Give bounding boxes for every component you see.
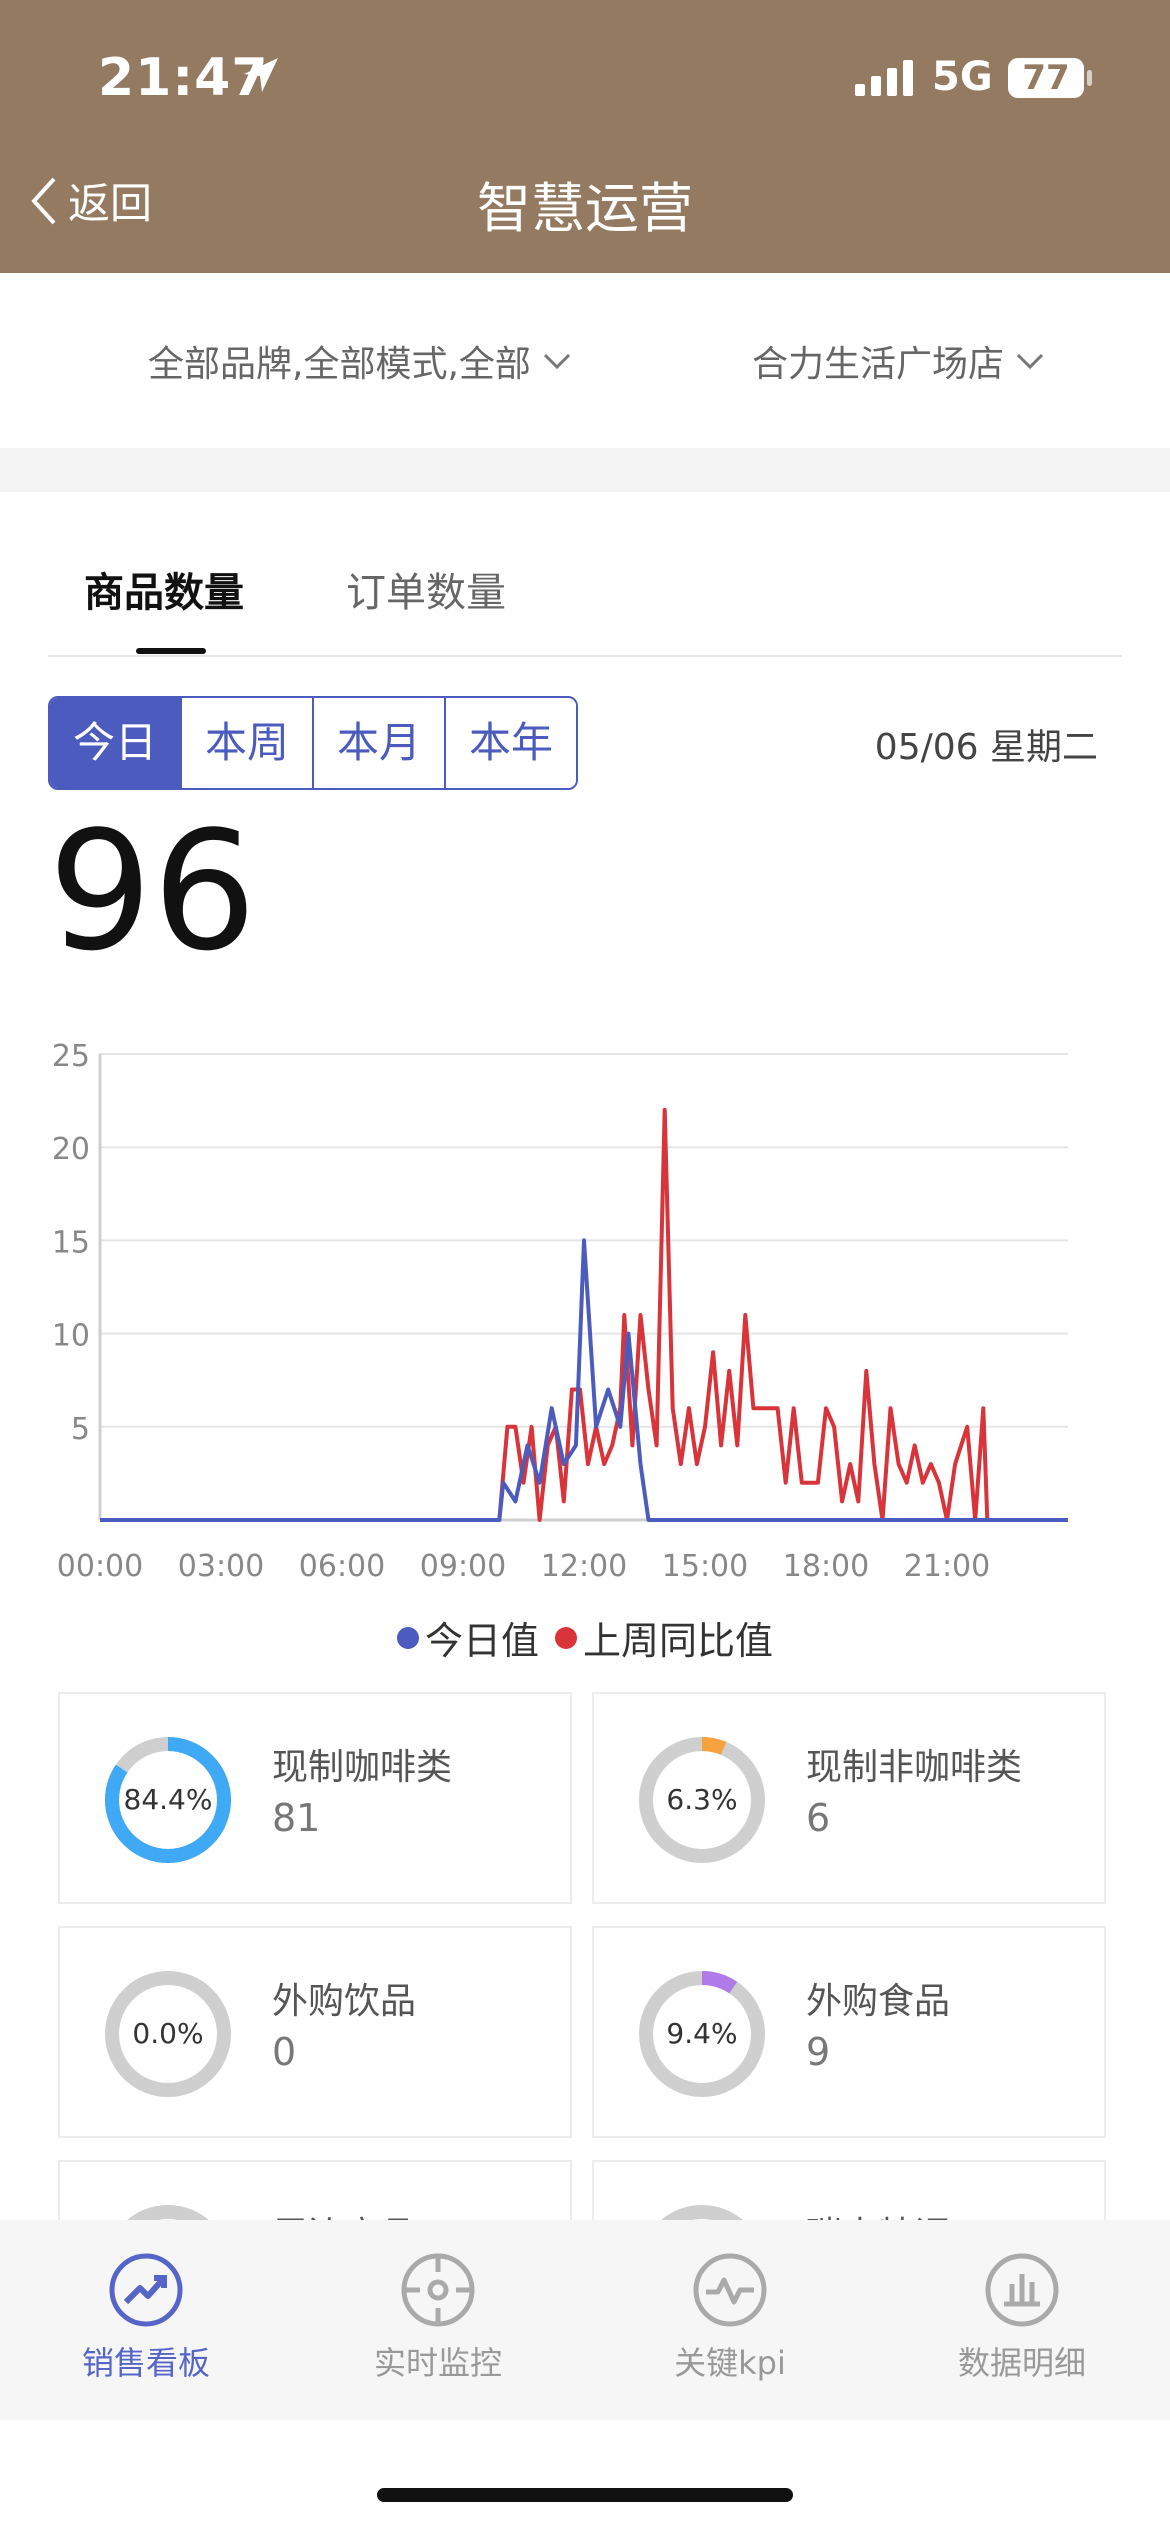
- donut-ring: [639, 1971, 765, 2097]
- nav-label: 销售看板: [81, 2344, 210, 2382]
- nav-data-detail[interactable]: 数据明细: [922, 2250, 1122, 2384]
- signal-icon: [855, 60, 913, 96]
- nav-label: 数据明细: [957, 2344, 1086, 2382]
- x-tick-label: 15:00: [662, 1549, 748, 1584]
- period-month[interactable]: 本月: [314, 698, 446, 788]
- donut-ring: [105, 1737, 231, 1863]
- category-percent: 84.4%: [123, 1783, 213, 1816]
- legend-today[interactable]: 今日值: [396, 1610, 539, 1665]
- category-name: 现制咖啡类: [272, 1747, 453, 1788]
- category-card[interactable]: 6.3% 现制非咖啡类 6: [592, 1692, 1106, 1904]
- donut-arc: [105, 1737, 231, 1863]
- x-tick-label: 09:00: [420, 1549, 506, 1584]
- category-percent: 9.4%: [666, 2017, 738, 2050]
- bottom-nav: 销售看板 实时监控 关键kpi 数据明细: [0, 2220, 1170, 2420]
- x-tick-label: 12:00: [541, 1549, 627, 1584]
- category-card[interactable]: 0.0% 外购饮品 0: [58, 1926, 572, 2138]
- chart-legend: 今日值 上周同比值: [0, 1610, 1170, 1665]
- back-button[interactable]: 返回: [30, 170, 152, 231]
- header: 21:47 5G 77 返回 智慧运营: [0, 0, 1170, 273]
- legend-last-week[interactable]: 上周同比值: [555, 1610, 773, 1665]
- page-title: 智慧运营: [477, 177, 693, 240]
- battery-indicator: 77: [1008, 58, 1084, 98]
- donut-ring: [639, 1737, 765, 1863]
- x-tick-label: 03:00: [178, 1549, 264, 1584]
- category-name: 现制非咖啡类: [806, 1747, 1023, 1788]
- category-percent: 0.0%: [132, 2017, 204, 2050]
- brand-mode-filter[interactable]: 全部品牌,全部模式,全部: [148, 335, 571, 387]
- status-time: 21:47: [98, 48, 269, 108]
- tab-item-quantity[interactable]: 商品数量: [84, 570, 244, 616]
- location-arrow-icon: [244, 58, 278, 92]
- hourly-line-chart: 5 10 15 20 25 00:00 03:00 06:00 09:00 12:00 15:00 1…: [52, 1039, 1068, 1584]
- category-value: 81: [272, 1796, 321, 1840]
- period-today[interactable]: 今日: [50, 698, 182, 788]
- series-line-last-week: [100, 1107, 1068, 1522]
- period-selector: 今日 本周 本月 本年: [48, 696, 578, 790]
- category-name: 外购饮品: [272, 1981, 417, 2022]
- y-tick-label: 20: [52, 1132, 90, 1167]
- home-indicator: [377, 2488, 793, 2502]
- date-label: 05/06 星期二: [874, 727, 1098, 768]
- x-tick-label: 00:00: [57, 1549, 143, 1584]
- legend-today-dot: [396, 1626, 419, 1649]
- active-tab-indicator: [136, 648, 206, 654]
- section-divider: [0, 448, 1170, 492]
- y-tick-label: 15: [52, 1225, 90, 1260]
- chevron-down-icon: [543, 353, 570, 370]
- filter-bar: 全部品牌,全部模式,全部 合力生活广场店: [0, 273, 1170, 448]
- network-type: 5G: [932, 54, 993, 100]
- category-name: 外购食品: [806, 1981, 951, 2022]
- series-line-today: [100, 1238, 1068, 1522]
- category-card[interactable]: 84.4% 现制咖啡类 81: [58, 1692, 572, 1904]
- brand-mode-label: 全部品牌,全部模式,全部: [148, 344, 531, 385]
- donut-track: [105, 1971, 231, 2097]
- target-icon: [401, 2253, 475, 2327]
- nav-label: 关键kpi: [674, 2344, 786, 2382]
- category-card[interactable]: 9.4% 外购食品 9: [592, 1926, 1106, 2138]
- store-label: 合力生活广场店: [752, 344, 1005, 385]
- y-tick-label: 5: [71, 1412, 90, 1447]
- x-tick-label: 21:00: [904, 1549, 990, 1584]
- category-value: 6: [806, 1796, 831, 1840]
- category-value: 0: [272, 2030, 297, 2074]
- chevron-down-icon: [1016, 353, 1044, 370]
- back-label: 返回: [68, 179, 153, 228]
- x-tick-label: 06:00: [299, 1549, 385, 1584]
- legend-last-week-dot: [555, 1626, 577, 1649]
- nav-sales-board[interactable]: 销售看板: [46, 2250, 246, 2384]
- trend-icon: [109, 2253, 183, 2327]
- donut-arc: [639, 1971, 765, 2097]
- nav-realtime-monitor[interactable]: 实时监控: [338, 2250, 538, 2384]
- tab-order-quantity[interactable]: 订单数量: [346, 570, 506, 616]
- chevron-left-icon: [31, 177, 56, 224]
- period-year[interactable]: 本年: [446, 698, 576, 788]
- y-tick-label: 25: [52, 1039, 90, 1074]
- nav-key-kpi[interactable]: 关键kpi: [630, 2250, 830, 2384]
- legend-last-week-label: 上周同比值: [583, 1619, 774, 1663]
- pulse-icon: [693, 2253, 767, 2327]
- period-week[interactable]: 本周: [182, 698, 314, 788]
- category-percent: 6.3%: [666, 1783, 738, 1816]
- donut-ring: [105, 1971, 231, 2097]
- bar-chart-icon: [985, 2253, 1059, 2327]
- nav-label: 实时监控: [373, 2344, 502, 2382]
- battery-cap: [1087, 70, 1092, 86]
- donut-arc: [639, 1737, 765, 1863]
- x-tick-label: 18:00: [783, 1549, 869, 1584]
- category-value: 9: [806, 2030, 831, 2074]
- store-filter[interactable]: 合力生活广场店: [752, 335, 1044, 387]
- tab-divider: [48, 655, 1122, 657]
- total-value: 96: [48, 796, 257, 987]
- legend-today-label: 今日值: [424, 1619, 539, 1663]
- y-tick-label: 10: [52, 1319, 90, 1354]
